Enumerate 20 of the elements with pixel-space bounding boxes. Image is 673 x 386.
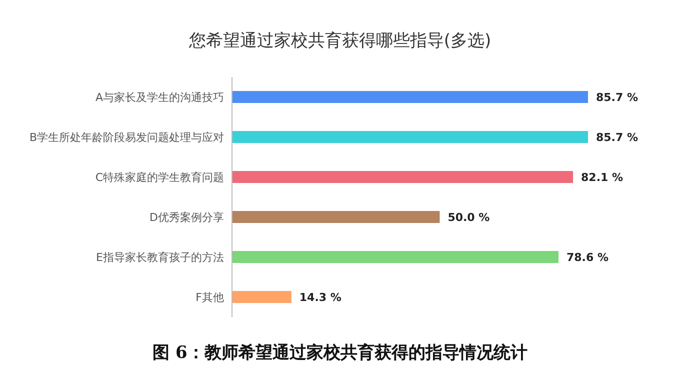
data-label: 78.6 % [566, 251, 609, 264]
bar [232, 291, 292, 303]
data-label: 85.7 % [596, 131, 638, 144]
bar [232, 211, 440, 223]
data-label: 14.3 % [299, 291, 342, 304]
y-tick-label: A与家长及学生的沟通技巧 [95, 91, 224, 104]
y-tick-label: D优秀案例分享 [150, 211, 224, 224]
y-tick-label: F其他 [196, 291, 224, 304]
y-tick-label: B学生所处年龄阶段易发问题处理与应对 [29, 131, 224, 144]
bar [232, 171, 574, 183]
bar [232, 91, 588, 103]
y-tick-label: C特殊家庭的学生教育问题 [95, 171, 224, 184]
bar [232, 131, 588, 143]
bar [232, 251, 559, 263]
chart-title: 您希望通过家校共育获得哪些指导(多选) [188, 31, 492, 51]
data-label: 50.0 % [448, 211, 490, 224]
y-tick-label: E指导家长教育孩子的方法 [96, 251, 224, 264]
data-label: 85.7 % [596, 91, 638, 104]
data-label: 82.1 % [581, 171, 624, 184]
caption: 图 6：教师希望通过家校共育获得的指导情况统计 [152, 342, 528, 363]
